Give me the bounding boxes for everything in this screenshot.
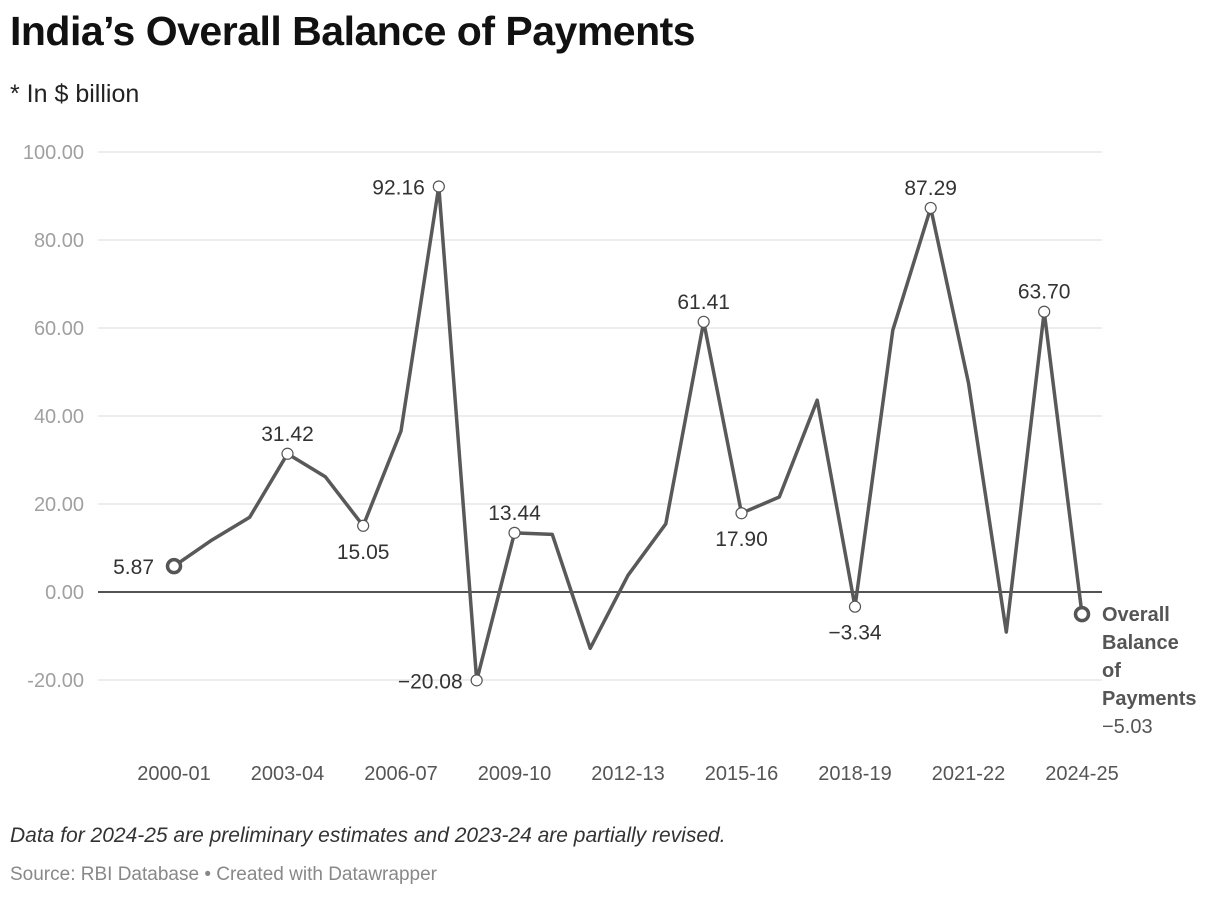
- x-tick-label: 2018-19: [818, 763, 891, 785]
- chart-subtitle: * In $ billion: [10, 80, 140, 108]
- x-tick-label: 2012-13: [591, 763, 664, 785]
- label-layer: 5.87 31.42 15.05 92.16 −20.08 13.44 61.41 17.90…: [113, 176, 1196, 738]
- data-label: 5.87: [113, 556, 154, 579]
- y-tick-label: 60.00: [34, 318, 84, 340]
- data-label: 63.70: [1018, 281, 1071, 304]
- data-label: 61.41: [677, 291, 730, 314]
- data-point-marker: [281, 447, 294, 460]
- series-end-label: Balance: [1102, 632, 1179, 654]
- data-point-marker: [470, 674, 483, 687]
- line-chart: 100.00 80.00 60.00 40.00 20.00 0.00 -20.00 2000…: [23, 142, 1197, 785]
- chart-note: Data for 2024-25 are preliminary estimat…: [10, 824, 726, 847]
- data-label: −20.08: [398, 670, 463, 693]
- y-tick-label: 40.00: [34, 406, 84, 428]
- chart-title: India’s Overall Balance of Payments: [10, 8, 696, 54]
- chart-source: Source: RBI Database • Created with Data…: [10, 864, 437, 885]
- data-point-marker: [357, 519, 370, 532]
- x-tick-label: 2015-16: [705, 763, 778, 785]
- x-tick-label: 2021-22: [932, 763, 1005, 785]
- data-point-marker: [1038, 305, 1051, 318]
- series-end-label: of: [1102, 660, 1121, 682]
- point-layer: [165, 180, 1091, 687]
- data-label: 13.44: [488, 502, 541, 525]
- y-tick-label: 0.00: [45, 582, 84, 604]
- x-tick-label: 2006-07: [364, 763, 437, 785]
- data-point-marker: [735, 507, 748, 520]
- data-label: 15.05: [337, 541, 390, 564]
- data-label: 87.29: [904, 177, 957, 200]
- data-label: 92.16: [372, 176, 425, 199]
- data-point-marker: [508, 526, 521, 539]
- series-end-label: Overall: [1102, 604, 1170, 626]
- start-point-marker: [165, 557, 183, 575]
- end-point-marker: [1073, 605, 1091, 623]
- data-label: 17.90: [715, 528, 768, 551]
- axis-layer: 100.00 80.00 60.00 40.00 20.00 0.00 -20.00 2000…: [23, 142, 1119, 785]
- data-label: 31.42: [261, 423, 314, 446]
- y-tick-label: 20.00: [34, 494, 84, 516]
- y-tick-label: -20.00: [27, 670, 84, 692]
- data-point-marker: [697, 315, 710, 328]
- y-tick-label: 100.00: [23, 142, 84, 164]
- series-end-label: Payments: [1102, 688, 1197, 710]
- data-point-marker: [432, 180, 445, 193]
- data-point-marker: [848, 600, 862, 613]
- x-tick-label: 2009-10: [478, 763, 551, 785]
- y-tick-label: 80.00: [34, 230, 84, 252]
- series-end-value: −5.03: [1102, 716, 1153, 738]
- x-tick-label: 2024-25: [1045, 763, 1118, 785]
- x-tick-label: 2000-01: [137, 763, 210, 785]
- data-label: −3.34: [828, 622, 881, 645]
- x-tick-label: 2003-04: [251, 763, 324, 785]
- data-point-marker: [924, 201, 937, 215]
- grid-layer: [98, 151, 1102, 681]
